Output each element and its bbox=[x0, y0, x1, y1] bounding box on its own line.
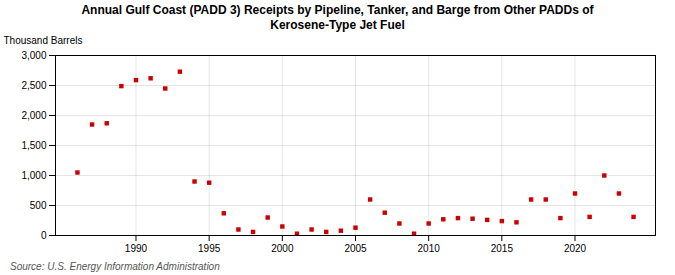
svg-text:3,000: 3,000 bbox=[21, 50, 46, 61]
svg-text:2,500: 2,500 bbox=[21, 80, 46, 91]
svg-text:0: 0 bbox=[41, 230, 47, 241]
svg-text:1,000: 1,000 bbox=[21, 170, 46, 181]
html-text:Source: U.S. Energy Informatio: Source: U.S. Energy Information Administ… bbox=[10, 261, 220, 272]
svg-text:2020: 2020 bbox=[564, 243, 587, 254]
svg-text:2,000: 2,000 bbox=[21, 110, 46, 121]
svg-text:2010: 2010 bbox=[418, 243, 441, 254]
html-text:Annual Gulf Coast (PADD 3) Rec: Annual Gulf Coast (PADD 3) Receipts by P… bbox=[81, 3, 594, 32]
svg-text:2005: 2005 bbox=[344, 243, 367, 254]
svg-text:2015: 2015 bbox=[491, 243, 514, 254]
svg-text:Thousand Barrels: Thousand Barrels bbox=[4, 35, 83, 46]
svg-text:2000: 2000 bbox=[271, 243, 294, 254]
svg-text:1995: 1995 bbox=[198, 243, 221, 254]
svg-text:1,500: 1,500 bbox=[21, 140, 46, 151]
svg-text:1990: 1990 bbox=[125, 243, 148, 254]
svg-text:500: 500 bbox=[30, 200, 47, 211]
